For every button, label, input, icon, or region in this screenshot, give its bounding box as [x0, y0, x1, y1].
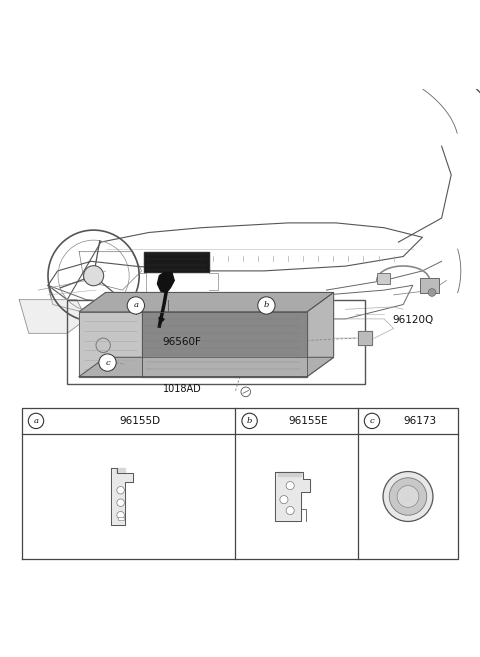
- Circle shape: [117, 499, 124, 507]
- Circle shape: [428, 288, 436, 296]
- Text: b: b: [247, 417, 252, 425]
- Text: 96155D: 96155D: [120, 416, 161, 426]
- Polygon shape: [358, 331, 372, 346]
- Polygon shape: [275, 472, 311, 522]
- Text: c: c: [105, 359, 110, 367]
- Text: 96155E: 96155E: [288, 416, 328, 426]
- Text: 1018AD: 1018AD: [163, 384, 202, 394]
- Text: a: a: [34, 417, 38, 425]
- Text: 96173: 96173: [403, 416, 437, 426]
- Bar: [420, 278, 439, 292]
- Circle shape: [117, 512, 124, 519]
- Circle shape: [117, 487, 124, 494]
- Text: a: a: [133, 302, 138, 309]
- Polygon shape: [307, 292, 334, 376]
- Text: b: b: [264, 302, 269, 309]
- Circle shape: [99, 354, 116, 371]
- Polygon shape: [79, 292, 334, 311]
- Polygon shape: [111, 468, 133, 524]
- Polygon shape: [157, 273, 174, 292]
- Circle shape: [280, 495, 288, 504]
- Text: 96120Q: 96120Q: [392, 315, 433, 325]
- Circle shape: [389, 478, 427, 515]
- Polygon shape: [106, 314, 182, 338]
- Polygon shape: [142, 311, 307, 376]
- Circle shape: [397, 486, 419, 507]
- Circle shape: [28, 413, 44, 428]
- Circle shape: [127, 297, 144, 314]
- Bar: [67, 300, 365, 384]
- Polygon shape: [144, 252, 209, 273]
- Polygon shape: [79, 357, 334, 376]
- Circle shape: [258, 297, 275, 314]
- Polygon shape: [116, 468, 125, 473]
- Circle shape: [383, 472, 433, 522]
- Circle shape: [364, 413, 380, 428]
- Bar: [377, 273, 390, 284]
- Circle shape: [286, 482, 294, 489]
- Circle shape: [286, 507, 294, 514]
- Polygon shape: [19, 300, 86, 333]
- Text: 96560F: 96560F: [162, 337, 201, 347]
- Circle shape: [84, 265, 104, 286]
- Polygon shape: [277, 472, 301, 476]
- Bar: [119, 517, 124, 520]
- Text: c: c: [370, 417, 374, 425]
- Circle shape: [242, 413, 257, 428]
- Polygon shape: [79, 311, 142, 376]
- Polygon shape: [82, 321, 113, 355]
